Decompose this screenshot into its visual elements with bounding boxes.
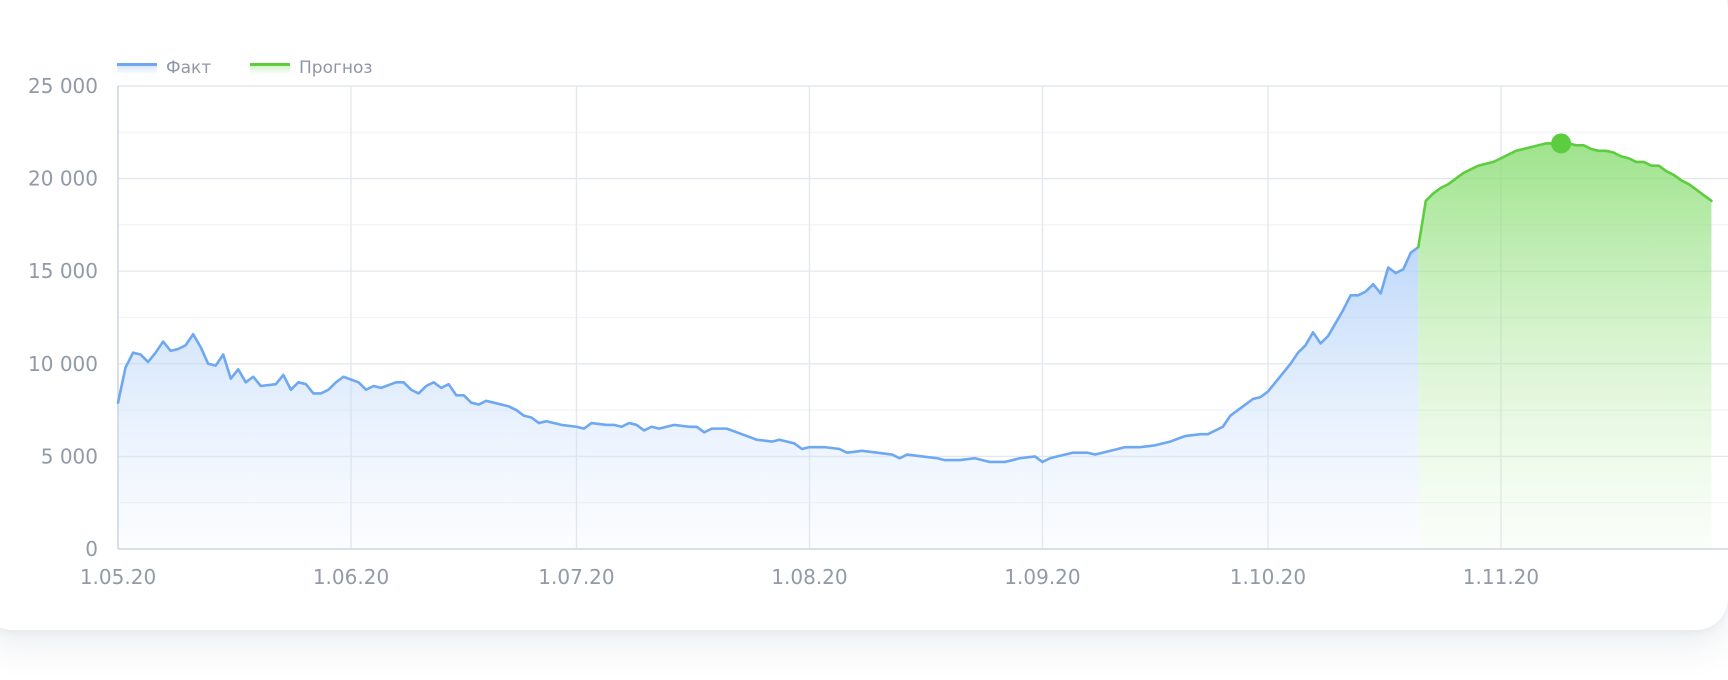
y-tick-label: 5 000 — [41, 444, 98, 468]
x-tick-label: 1.11.20 — [1463, 565, 1539, 589]
highlight-points — [1551, 133, 1572, 154]
legend-swatch-fact — [117, 63, 157, 74]
x-tick-label: 1.07.20 — [538, 565, 614, 589]
x-tick-label: 1.10.20 — [1230, 565, 1306, 589]
y-tick-label: 15 000 — [28, 259, 98, 283]
line-fact — [116, 245, 1420, 464]
highlight-point — [1551, 133, 1572, 154]
axes: 0 5 000 10 000 15 000 20 000 25 000 1.05.20 1.0… — [28, 74, 1728, 589]
x-tick-label: 1.06.20 — [313, 565, 389, 589]
legend-label-forecast: Прогноз — [299, 58, 373, 78]
x-tick-label: 1.09.20 — [1004, 565, 1080, 589]
y-tick-label: 0 — [85, 537, 98, 561]
area-forecast — [1418, 143, 1712, 549]
y-tick-label: 20 000 — [28, 167, 98, 191]
legend-swatch-forecast — [250, 63, 290, 74]
legend-label-fact: Факт — [166, 58, 212, 78]
area-fact — [118, 247, 1419, 549]
x-tick-label: 1.05.20 — [80, 565, 156, 589]
y-tick-label: 25 000 — [28, 74, 98, 98]
y-tick-label: 10 000 — [28, 352, 98, 376]
x-tick-label: 1.08.20 — [771, 565, 847, 589]
series-areas — [118, 143, 1712, 549]
